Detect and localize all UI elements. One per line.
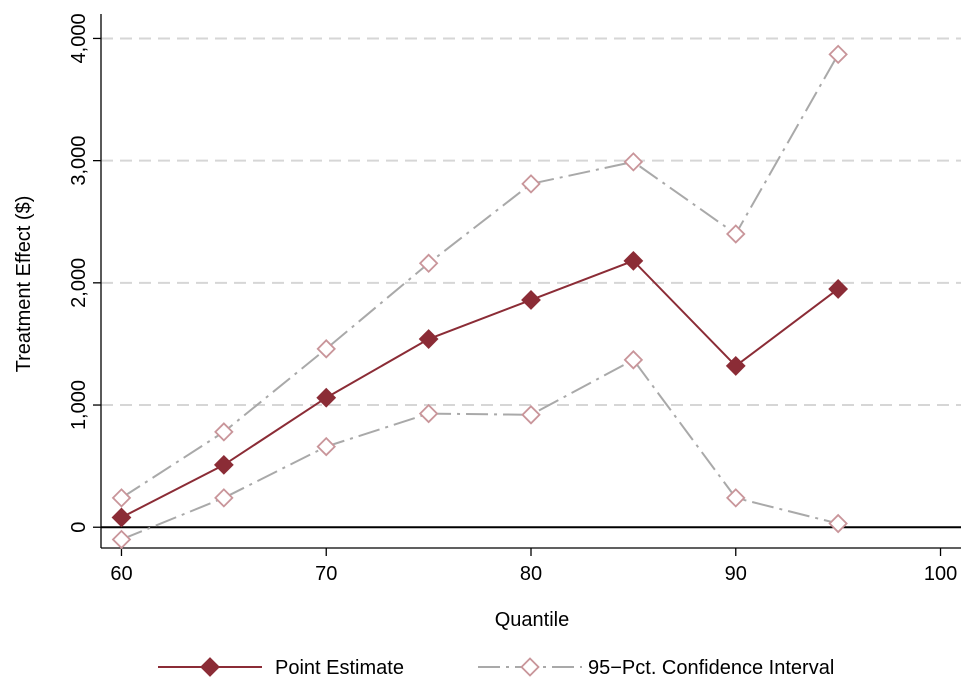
y-tick-label-2000: 2,000 <box>68 258 90 308</box>
point-ci-upper-75 <box>418 253 439 274</box>
point-ci-lower-85 <box>623 350 644 370</box>
y-tick-label-0: 0 <box>68 522 90 533</box>
axes-layer <box>93 14 961 556</box>
series-line-point-estimate <box>121 259 839 519</box>
point-ci-lower-60 <box>111 529 132 550</box>
x-tick-label-60: 60 <box>110 563 132 585</box>
y-tick-label-3000: 3,000 <box>68 136 90 186</box>
series-line-ci-upper <box>120 53 840 499</box>
legend: Point Estimate 95−Pct. Confidence Interv… <box>158 657 834 679</box>
x-tick-label-90: 90 <box>725 563 747 585</box>
x-tick-label-80: 80 <box>520 563 542 585</box>
point-ci-upper-90 <box>726 224 746 244</box>
point-ci-upper-80 <box>521 174 541 194</box>
point-point-estimate-90 <box>725 356 746 376</box>
point-point-estimate-65 <box>213 455 234 475</box>
y-tick-label-1000: 1,000 <box>68 380 90 430</box>
point-point-estimate-75 <box>418 329 439 349</box>
point-point-estimate-80 <box>521 290 541 310</box>
point-ci-lower-80 <box>521 405 541 425</box>
point-ci-lower-90 <box>726 488 746 508</box>
legend-swatch-point-estimate-marker <box>200 657 220 677</box>
point-ci-upper-85 <box>623 152 644 172</box>
point-ci-upper-70 <box>316 339 336 359</box>
point-ci-lower-65 <box>214 488 234 508</box>
grid-layer <box>101 37 961 407</box>
point-point-estimate-70 <box>316 387 337 408</box>
point-ci-upper-95 <box>828 44 848 65</box>
x-axis-title: Quantile <box>495 609 570 631</box>
labels-layer: 0 1,000 2,000 3,000 4,000 60 70 80 90 100 <box>68 13 957 585</box>
x-tick-label-70: 70 <box>315 563 337 585</box>
legend-label-point-estimate: Point Estimate <box>275 657 404 679</box>
y-axis-title: Treatment Effect ($) <box>13 196 35 373</box>
series-layer <box>111 44 849 550</box>
y-tick-label-4000: 4,000 <box>68 13 90 63</box>
point-ci-upper-65 <box>214 422 234 442</box>
legend-label-ci: 95−Pct. Confidence Interval <box>588 657 834 679</box>
point-point-estimate-95 <box>828 279 849 299</box>
point-ci-lower-70 <box>316 436 336 457</box>
point-point-estimate-60 <box>111 507 132 528</box>
series-line-ci-lower <box>121 358 839 541</box>
point-ci-lower-75 <box>418 403 439 424</box>
x-tick-label-100: 100 <box>924 563 957 585</box>
point-ci-lower-95 <box>828 513 848 534</box>
point-ci-upper-60 <box>111 488 132 508</box>
legend-swatch-ci-marker <box>520 657 540 677</box>
